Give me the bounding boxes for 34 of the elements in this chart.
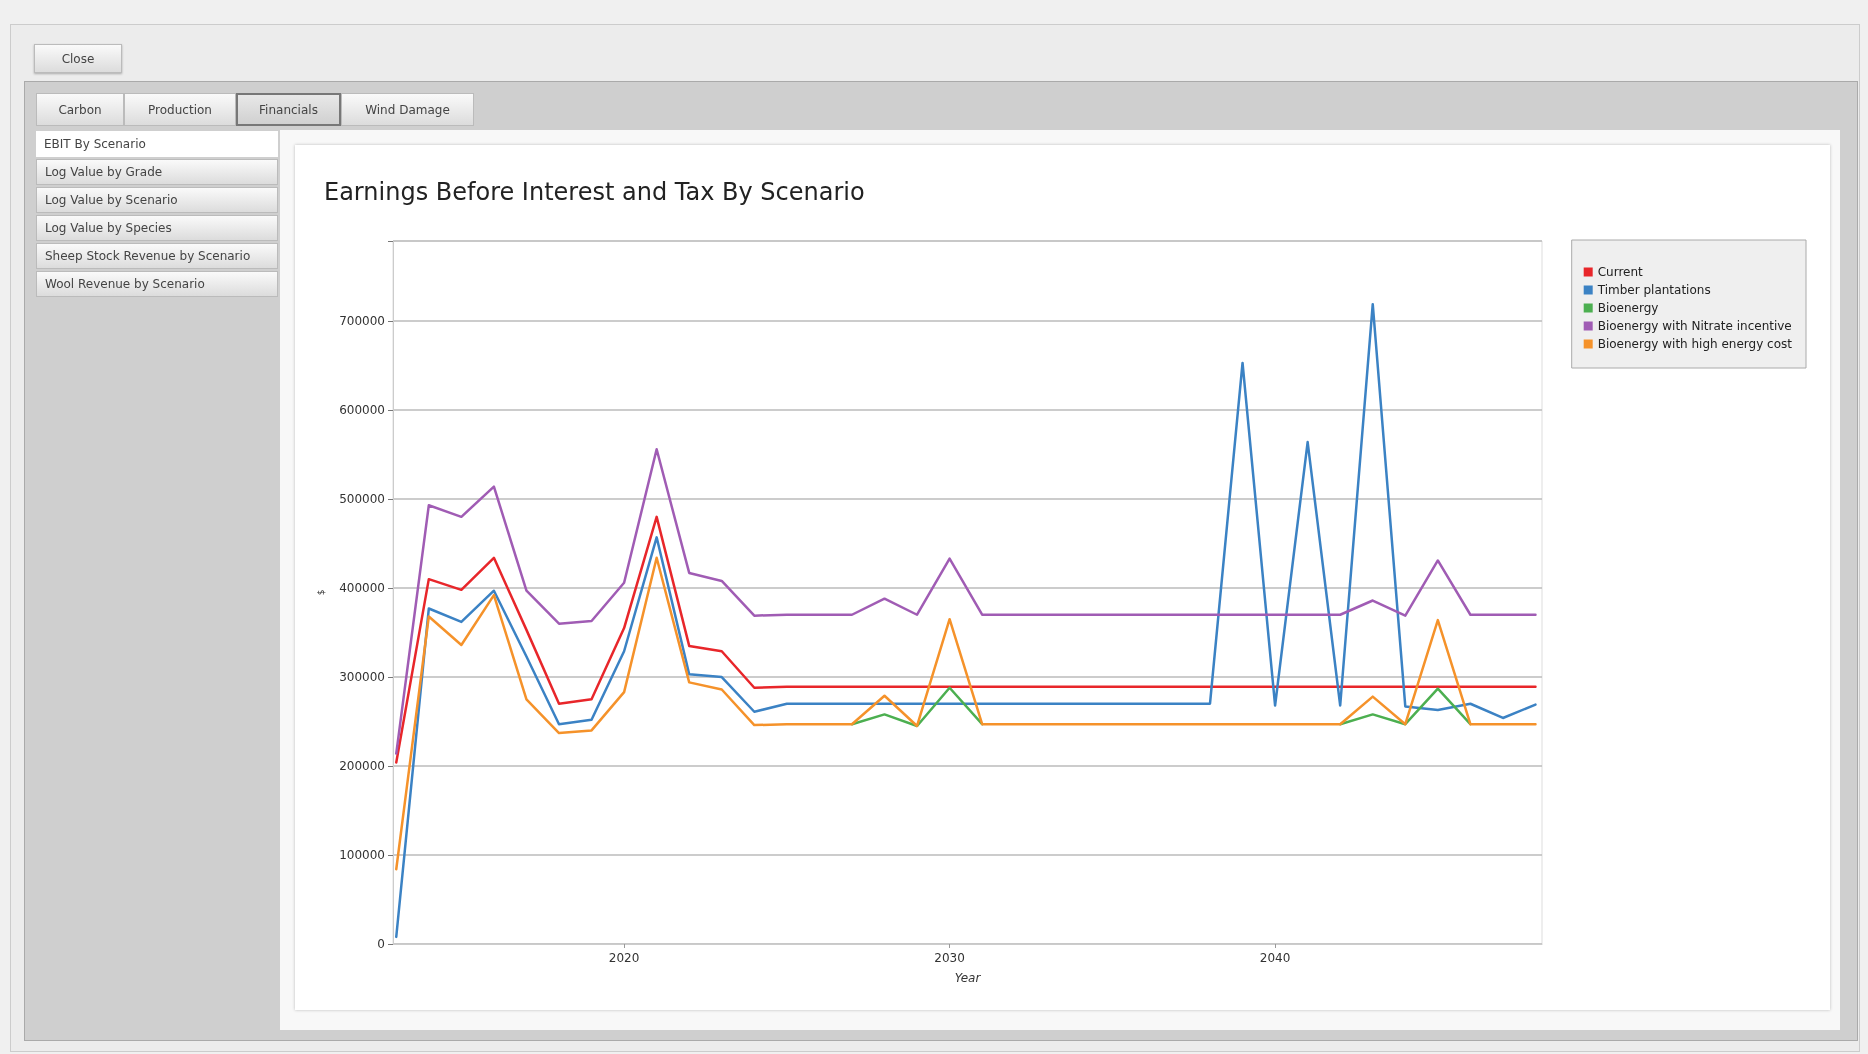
y-tick-label: 400000 — [339, 581, 385, 596]
text: Wind Damage — [341, 93, 474, 126]
y-axis-title: $ — [315, 589, 326, 596]
text: Log Value by Scenario — [36, 187, 278, 213]
chart-title: Earnings Before Interest and Tax By Scenario — [324, 178, 865, 206]
text: Log Value by Grade — [36, 159, 278, 185]
line-series — [395, 515, 1537, 764]
text: Carbon — [36, 93, 124, 126]
y-tick-label: 200000 — [339, 759, 385, 774]
text: Production — [124, 93, 236, 126]
x-tick-label: 2040 — [1259, 951, 1291, 965]
line-series — [395, 447, 1537, 755]
x-axis-title: Year — [954, 971, 982, 985]
legend-label: Bioenergy — [1597, 301, 1659, 315]
text: Wool Revenue by Scenario — [36, 271, 278, 297]
x-tick-label: 2020 — [608, 951, 640, 965]
legend-label: Bioenergy with Nitrate incentive — [1597, 319, 1792, 333]
legend-label: Bioenergy with high energy cost — [1597, 337, 1793, 351]
y-tick-label: 600000 — [339, 403, 385, 418]
y-tick-label: 700000 — [339, 314, 385, 329]
x-tick-label: 2030 — [934, 951, 965, 965]
line-series — [395, 556, 1537, 871]
y-tick-label: 500000 — [339, 492, 385, 507]
legend-label: Timber plantations — [1596, 283, 1711, 297]
text: Sheep Stock Revenue by Scenario — [36, 243, 278, 269]
legend-label: Current — [1597, 265, 1644, 279]
y-tick-label: 0 — [377, 937, 385, 951]
text: EBIT By Scenario — [36, 131, 278, 157]
y-tick-label: 100000 — [339, 848, 385, 863]
y-tick-label: 300000 — [339, 670, 385, 685]
text: Close — [34, 44, 122, 73]
line-series — [395, 302, 1537, 939]
text: Log Value by Species — [36, 215, 278, 241]
text: Financials — [236, 93, 341, 126]
